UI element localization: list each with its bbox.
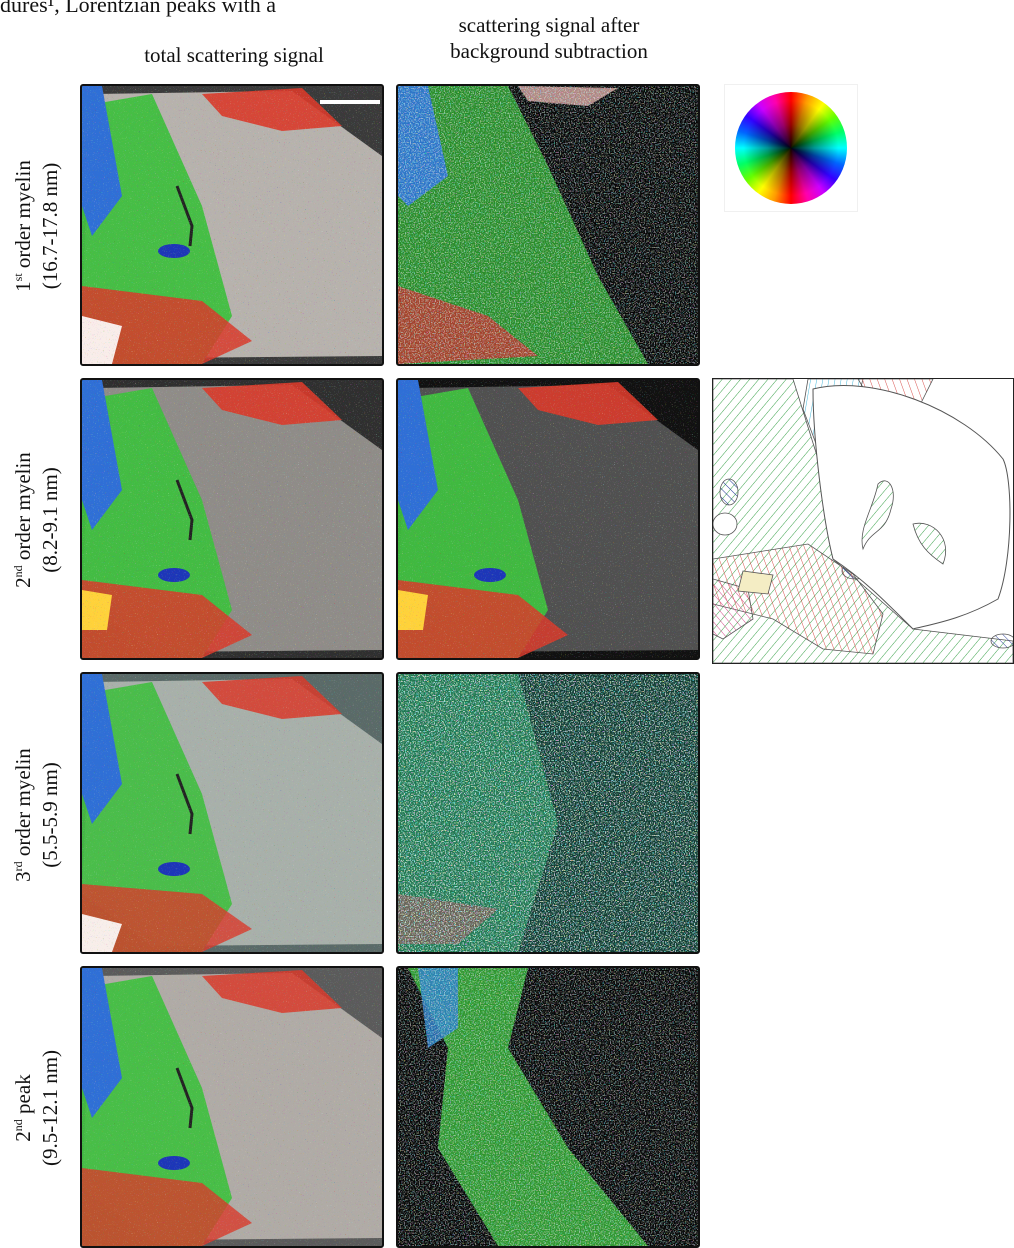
row-label-2: 2nd order myelin (8.2-9.1 nm): [11, 452, 62, 588]
cropped-caption-fragment: dures¹, Lorentzian peaks with a: [0, 0, 276, 17]
panel-total-row1: [80, 84, 384, 366]
panel-total-row3: [80, 672, 384, 954]
scale-bar: [320, 100, 380, 104]
column-header-subtracted-line1: scattering signal after: [458, 13, 640, 37]
column-header-subtracted-line2: background subtraction: [450, 39, 648, 63]
orientation-color-wheel: [724, 84, 858, 212]
panel-subtracted-row2: [396, 378, 700, 660]
row-label-1: 1st order myelin (16.7-17.8 nm): [11, 160, 62, 292]
panel-total-row2: [80, 378, 384, 660]
panel-subtracted-row4: [396, 966, 700, 1248]
column-header-total: total scattering signal: [82, 42, 386, 68]
column-header-subtracted: scattering signal after background subtr…: [397, 12, 701, 64]
color-wheel-icon: [735, 92, 847, 204]
panel-subtracted-row3: [396, 672, 700, 954]
panel-total-row4: [80, 966, 384, 1248]
row-label-4: 2nd peak (9.5-12.1 nm): [11, 1049, 62, 1167]
row-label-3: 3rd order myelin (5.5-5.9 nm): [11, 748, 62, 882]
anatomical-schematic: [712, 378, 1014, 664]
panel-subtracted-row1: [396, 84, 700, 366]
column-header-total-line1: total scattering signal: [144, 43, 324, 67]
